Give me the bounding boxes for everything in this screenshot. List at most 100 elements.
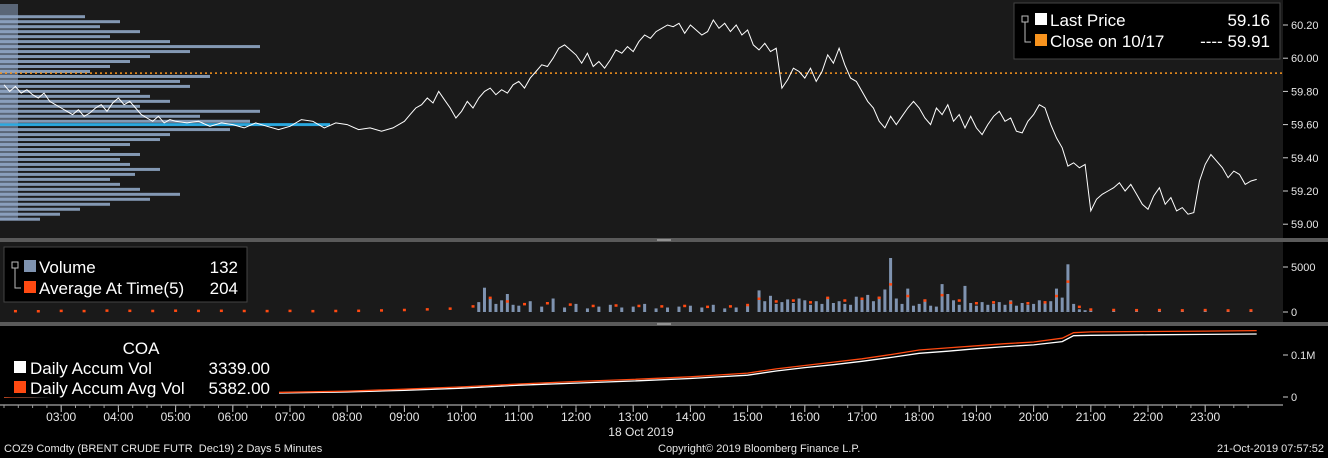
profile-bar: [0, 15, 85, 19]
volume-bar: [791, 303, 795, 312]
profile-bar: [0, 50, 190, 54]
x-tick-label: 09:00: [389, 410, 419, 424]
volume-legend[interactable]: Volume 132 Average At Time(5) 204: [3, 246, 248, 303]
y-tick-label: 5000: [1291, 262, 1315, 274]
volume-bar: [814, 301, 818, 312]
average-marker: [992, 301, 996, 304]
volume-bar: [997, 302, 1001, 312]
volume-bar: [992, 303, 996, 312]
average-marker: [1026, 302, 1030, 305]
legend-value: 204: [210, 279, 238, 298]
average-marker: [1009, 301, 1013, 305]
profile-bar: [0, 20, 120, 24]
volume-bar: [597, 306, 601, 312]
volume-bar: [883, 289, 887, 312]
average-marker: [746, 303, 750, 307]
x-tick-label: 04:00: [103, 410, 133, 424]
price-legend[interactable]: Last Price 59.16 Close on 10/17 ---- 59.…: [1013, 2, 1281, 60]
legend-value: 3339.00: [209, 359, 270, 378]
average-marker: [505, 300, 509, 303]
volume-bar: [477, 302, 481, 312]
average-marker: [889, 283, 893, 286]
x-tick-label: 03:00: [46, 410, 76, 424]
volume-bar: [871, 301, 875, 312]
volume-bar: [494, 303, 498, 312]
volume-bar: [866, 294, 870, 312]
profile-bar: [0, 69, 90, 73]
volume-bar: [517, 305, 521, 312]
average-marker: [1180, 309, 1184, 312]
legend-swatch: [24, 281, 36, 293]
y-tick-label: 60.00: [1291, 53, 1319, 65]
x-tick-label: 13:00: [618, 410, 648, 424]
average-marker: [380, 309, 384, 312]
volume-bar: [608, 304, 612, 312]
average-marker: [357, 309, 361, 313]
volume-bar: [488, 298, 492, 312]
profile-bar: [0, 40, 170, 44]
volume-bar: [1135, 311, 1139, 312]
volume-bar: [1026, 304, 1030, 312]
profile-bar: [0, 109, 260, 113]
volume-bar: [1072, 303, 1076, 312]
x-axis-date-label: 18 Oct 2019: [608, 425, 674, 439]
x-tick-label: 18:00: [904, 410, 934, 424]
profile-bar: [0, 217, 40, 221]
x-tick-label: 19:00: [961, 410, 991, 424]
profile-bar: [0, 187, 140, 191]
average-marker: [1066, 280, 1070, 283]
average-marker: [906, 294, 910, 298]
profile-bar: [0, 74, 210, 78]
volume-bar: [940, 284, 944, 312]
profile-bar: [0, 162, 130, 166]
volume-bar: [666, 307, 670, 312]
volume-bar: [894, 298, 898, 312]
average-marker: [128, 309, 132, 313]
volume-bar: [969, 303, 973, 312]
volume-bar: [563, 307, 567, 312]
average-marker: [660, 305, 664, 308]
volume-bar: [786, 299, 790, 312]
volume-bar: [620, 307, 624, 312]
legend-label: Last Price: [1050, 11, 1126, 30]
volume-bar: [1226, 311, 1230, 312]
average-marker: [940, 293, 944, 297]
y-tick-label: 59.00: [1291, 219, 1319, 231]
accum-legend[interactable]: COA Daily Accum Vol 3339.00 Daily Accum …: [4, 330, 279, 398]
average-marker: [545, 302, 549, 305]
y-tick-label: 59.20: [1291, 186, 1319, 198]
accum-panel-title: COA: [123, 339, 161, 358]
volume-bar: [877, 296, 881, 312]
accum-plot: [3, 329, 1257, 398]
volume-bar: [809, 304, 813, 312]
volume-bar: [1060, 297, 1064, 312]
legend-value: 59.16: [1227, 11, 1270, 30]
y-tick-label: 0.1M: [1291, 350, 1315, 362]
accum-avg-line: [3, 329, 1257, 398]
average-marker: [591, 304, 595, 308]
volume-bar: [500, 300, 504, 312]
average-marker: [1249, 309, 1253, 312]
volume-bar: [831, 303, 835, 312]
average-marker: [843, 299, 847, 302]
average-marker: [826, 296, 830, 300]
profile-bar: [0, 104, 140, 108]
profile-bar: [0, 45, 260, 49]
profile-bar: [0, 35, 110, 39]
volume-bar: [1083, 310, 1087, 312]
volume-bar: [1014, 305, 1018, 312]
volume-bar: [946, 294, 950, 312]
average-marker: [36, 310, 40, 313]
volume-bar: [917, 303, 921, 312]
average-marker: [568, 303, 572, 306]
volume-profile: [0, 4, 330, 221]
x-tick-label: 21:00: [1076, 410, 1106, 424]
average-marker: [637, 304, 641, 308]
legend-swatch: [14, 381, 26, 393]
volume-bar: [1020, 303, 1024, 312]
volume-bar: [763, 301, 767, 312]
legend-swatch: [14, 361, 26, 373]
volume-bar: [780, 302, 784, 312]
copyright-notice: Copyright© 2019 Bloomberg Finance L.P.: [658, 443, 861, 455]
volume-bar: [1032, 303, 1036, 312]
